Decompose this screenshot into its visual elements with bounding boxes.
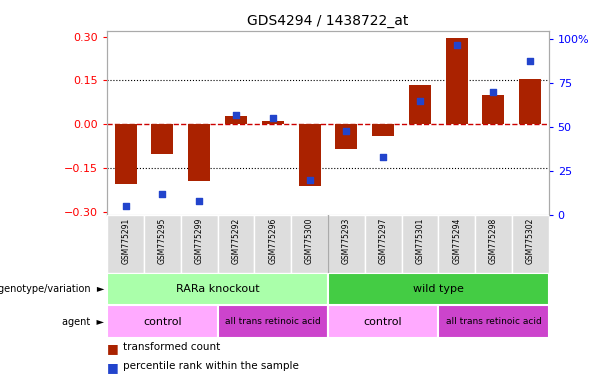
Bar [438, 305, 549, 338]
Text: GSM775294: GSM775294 [452, 218, 461, 264]
Bar [328, 273, 549, 305]
Text: genotype/variation  ►: genotype/variation ► [0, 284, 104, 294]
Bar [181, 215, 218, 273]
Bar [512, 215, 549, 273]
Point [525, 58, 535, 64]
Text: transformed count: transformed count [123, 342, 220, 352]
Text: ■: ■ [107, 361, 123, 374]
Text: GSM775293: GSM775293 [342, 218, 351, 264]
Bar [328, 305, 438, 338]
Point [415, 98, 425, 104]
Point [268, 116, 278, 122]
Bar [519, 79, 541, 124]
Text: GSM775301: GSM775301 [416, 218, 424, 264]
Bar [107, 273, 328, 305]
Point [378, 154, 388, 160]
Bar [482, 95, 504, 124]
Bar [365, 215, 402, 273]
Bar [328, 215, 365, 273]
Text: GSM775298: GSM775298 [489, 218, 498, 264]
Text: GSM775296: GSM775296 [268, 218, 277, 264]
Text: GSM775295: GSM775295 [158, 218, 167, 264]
Point [231, 112, 241, 118]
Bar [299, 124, 321, 186]
Bar [291, 215, 328, 273]
Bar [446, 38, 468, 124]
Bar [402, 215, 438, 273]
Text: GSM775300: GSM775300 [305, 218, 314, 265]
Point [158, 191, 167, 197]
Point [305, 177, 314, 183]
Text: RARa knockout: RARa knockout [176, 284, 259, 294]
Point [452, 42, 462, 48]
Bar [218, 305, 328, 338]
Bar [438, 215, 475, 273]
Bar [475, 215, 512, 273]
Bar [144, 215, 181, 273]
Text: control: control [143, 316, 182, 327]
Text: agent  ►: agent ► [62, 316, 104, 327]
Bar [107, 305, 218, 338]
Point [121, 203, 131, 209]
Bar [254, 215, 291, 273]
Bar [151, 124, 173, 154]
Bar [225, 116, 247, 124]
Text: all trans retinoic acid: all trans retinoic acid [225, 317, 321, 326]
Text: all trans retinoic acid: all trans retinoic acid [446, 317, 541, 326]
Bar [409, 85, 431, 124]
Text: GSM775302: GSM775302 [526, 218, 535, 264]
Bar [188, 124, 210, 181]
Point [489, 89, 498, 95]
Point [341, 128, 351, 134]
Text: GSM775292: GSM775292 [232, 218, 240, 264]
Bar [372, 124, 394, 136]
Bar [218, 215, 254, 273]
Bar [115, 124, 137, 184]
Text: ■: ■ [107, 342, 123, 355]
Title: GDS4294 / 1438722_at: GDS4294 / 1438722_at [247, 14, 409, 28]
Text: GSM775291: GSM775291 [121, 218, 130, 264]
Bar [335, 124, 357, 149]
Text: GSM775297: GSM775297 [379, 218, 387, 264]
Bar [262, 121, 284, 124]
Text: GSM775299: GSM775299 [195, 218, 204, 264]
Bar [107, 215, 144, 273]
Text: percentile rank within the sample: percentile rank within the sample [123, 361, 299, 371]
Text: wild type: wild type [413, 284, 463, 294]
Point [194, 198, 204, 204]
Text: control: control [364, 316, 403, 327]
